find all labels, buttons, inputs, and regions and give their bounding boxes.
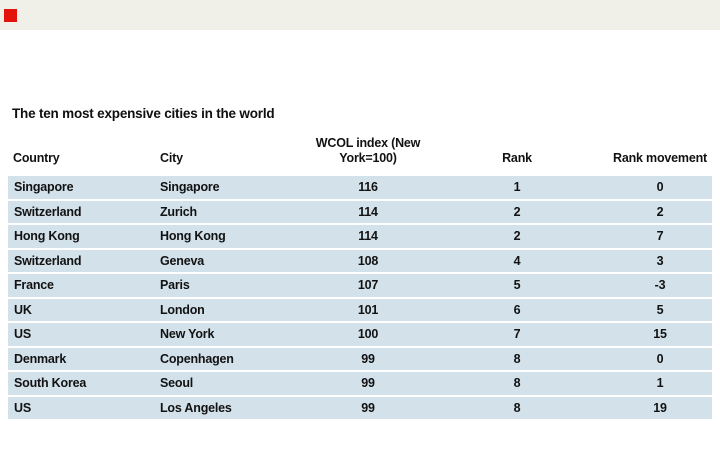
table-row: Singapore Singapore 116 1 0 [8, 176, 712, 199]
brand-red-square-icon [4, 9, 17, 22]
cell-city: Geneva [160, 253, 204, 268]
cell-movement: -3 [654, 278, 666, 292]
cell-city: Seoul [160, 376, 194, 390]
table-row: France Paris 107 5 -3 [8, 274, 712, 297]
table-row: South Korea Seoul 99 8 1 [8, 372, 712, 395]
header-country: Country [13, 151, 60, 165]
cell-rank: 4 [513, 253, 521, 268]
cell-movement: 0 [656, 180, 664, 194]
cell-country: Denmark [14, 351, 67, 366]
cell-country: Singapore [14, 180, 74, 194]
cell-rank: 8 [513, 400, 521, 415]
cell-index: 116 [358, 180, 378, 194]
cell-movement: 1 [656, 376, 664, 390]
cell-city: Singapore [160, 180, 220, 194]
table-row: Switzerland Zurich 114 2 2 [8, 200, 712, 223]
cell-index: 108 [357, 253, 379, 268]
table-row: Denmark Copenhagen 99 8 0 [8, 347, 712, 370]
cell-country: US [14, 400, 31, 415]
page-title: The ten most expensive cities in the wor… [12, 106, 275, 121]
table-row: Switzerland Geneva 108 4 3 [8, 249, 712, 272]
table-row: UK London 101 6 5 [8, 298, 712, 321]
cell-index: 99 [361, 400, 375, 415]
cell-movement: 19 [653, 400, 667, 415]
cell-index: 107 [357, 278, 379, 292]
cell-rank: 8 [513, 376, 521, 390]
cell-country: Hong Kong [14, 229, 80, 243]
header-wcol-line1: WCOL index (New [315, 136, 421, 150]
cell-rank: 1 [513, 180, 521, 194]
cell-rank: 8 [513, 351, 521, 366]
header-wcol-line2: York=100) [339, 151, 397, 165]
cell-movement: 5 [656, 302, 664, 317]
cell-city: Hong Kong [160, 229, 226, 243]
header-city: City [160, 151, 183, 165]
cell-index: 114 [358, 229, 378, 243]
cell-rank: 2 [513, 204, 521, 219]
cell-country: France [14, 278, 54, 292]
cell-country: UK [14, 302, 32, 317]
cell-country: South Korea [14, 376, 87, 390]
table-header-row: Country City WCOL index (New York=100) R… [8, 130, 712, 167]
header-rank: Rank [502, 151, 532, 165]
cell-rank: 7 [513, 327, 521, 341]
cell-rank: 6 [513, 302, 521, 317]
cell-index: 114 [358, 204, 378, 219]
cell-city: London [160, 302, 205, 317]
table-row: US Los Angeles 99 8 19 [8, 396, 712, 419]
cell-country: US [14, 327, 31, 341]
cell-country: Switzerland [14, 253, 82, 268]
cell-city: Los Angeles [160, 400, 232, 415]
cell-movement: 3 [656, 253, 664, 268]
cell-city: New York [160, 327, 215, 341]
cell-city: Paris [160, 278, 190, 292]
cell-index: 101 [357, 302, 379, 317]
cell-index: 100 [357, 327, 379, 341]
cell-index: 99 [361, 351, 375, 366]
cell-rank: 2 [513, 229, 521, 243]
cell-movement: 2 [656, 204, 664, 219]
cell-movement: 0 [656, 351, 664, 366]
table-body: Singapore Singapore 116 1 0 Switzerland … [8, 176, 712, 421]
header-rank-movement: Rank movement [613, 151, 707, 165]
table-row: Hong Kong Hong Kong 114 2 7 [8, 225, 712, 248]
cell-index: 99 [361, 376, 375, 390]
cell-movement: 15 [653, 327, 667, 341]
cell-city: Zurich [160, 204, 197, 219]
cell-movement: 7 [656, 229, 664, 243]
cell-country: Switzerland [14, 204, 82, 219]
table-row: US New York 100 7 15 [8, 323, 712, 346]
cell-city: Copenhagen [160, 351, 234, 366]
cell-rank: 5 [513, 278, 521, 292]
header-wcol-index: WCOL index (New York=100) [310, 136, 426, 167]
top-band [0, 0, 720, 30]
